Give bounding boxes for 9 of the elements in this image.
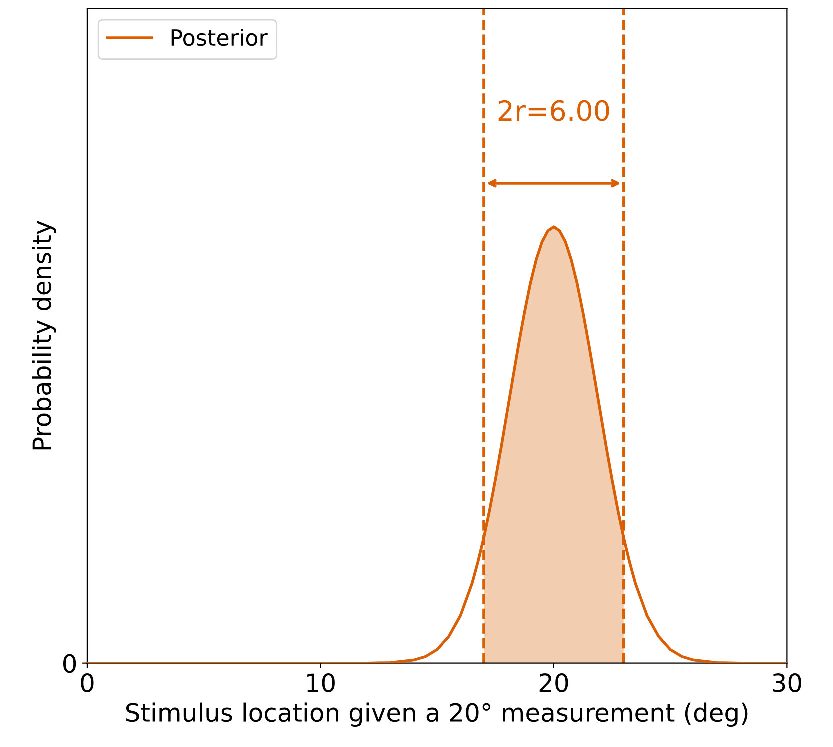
x-tick-label: 10: [308, 674, 335, 692]
x-tick-label: 0: [81, 674, 94, 692]
x-tick-label: 30: [773, 674, 802, 692]
text: 2r=6.00: [498, 100, 610, 122]
text: 0: [63, 654, 76, 674]
x-tick-label: 20: [540, 674, 568, 692]
y-axis-title: Probability density: [32, 221, 56, 450]
x-axis-title: Stimulus location given a 20° measurement (deg): [126, 702, 748, 728]
legend-label: Posterior: [172, 28, 268, 46]
